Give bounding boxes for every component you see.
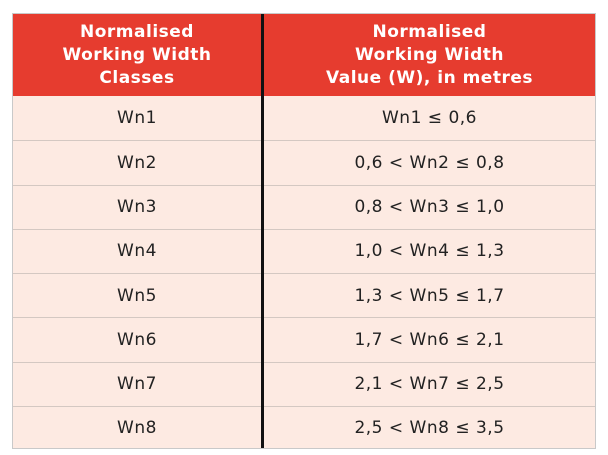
table-row: Wn5 1,3 < Wn5 ≤ 1,7 — [13, 273, 595, 317]
header-cell: Normalised Working Width Classes — [13, 14, 261, 96]
header-text: Working Width — [62, 44, 212, 65]
header-text: Working Width — [354, 44, 504, 65]
table-cell: 1,0 < Wn4 ≤ 1,3 — [354, 241, 505, 262]
table-cell: Wn6 — [117, 329, 157, 350]
table-row: Wn3 0,8 < Wn3 ≤ 1,0 — [13, 184, 595, 229]
table-cell: 2,5 < Wn8 ≤ 3,5 — [354, 418, 505, 439]
header-text: Normalised — [372, 21, 487, 42]
table-row: Wn6 1,7 < Wn6 ≤ 2,1 — [13, 317, 595, 361]
table-cell: Wn5 — [117, 285, 157, 306]
table-header: Normalised Working Width Classes Normalised… — [13, 14, 595, 96]
table-cell: Wn2 — [117, 152, 157, 173]
table-cell: 0,6 < Wn2 ≤ 0,8 — [354, 152, 505, 173]
column-divider — [261, 14, 264, 448]
table-cell: Wn7 — [117, 374, 157, 395]
table-row: Wn7 2,1 < Wn7 ≤ 2,5 — [13, 361, 595, 406]
header-text: Classes — [99, 67, 175, 88]
table-cell: 2,1 < Wn7 ≤ 2,5 — [354, 374, 505, 395]
table-row: Wn8 2,5 < Wn8 ≤ 3,5 — [13, 405, 595, 450]
table-cell: Wn8 — [117, 418, 157, 439]
table-row: Wn2 0,6 < Wn2 ≤ 0,8 — [13, 140, 595, 184]
header-text: Value (W), in metres — [326, 67, 533, 88]
header-text: Normalised — [80, 21, 194, 42]
header-cell: Normalised Working Width Value (W), in met… — [264, 14, 595, 96]
table-cell: 1,3 < Wn5 ≤ 1,7 — [354, 285, 505, 306]
table-row: Wn4 1,0 < Wn4 ≤ 1,3 — [13, 228, 595, 273]
table-cell: Wn3 — [117, 197, 157, 218]
table-cell: Wn1 — [117, 108, 157, 129]
table-cell: 1,7 < Wn6 ≤ 2,1 — [354, 329, 505, 350]
table: Normalised Working Width Classes Normalised… — [12, 13, 596, 449]
table-row: Wn1 Wn1 ≤ 0,6 — [13, 96, 595, 140]
table-cell: Wn4 — [117, 241, 157, 262]
table-cell: Wn1 ≤ 0,6 — [382, 108, 477, 129]
table-cell: 0,8 < Wn3 ≤ 1,0 — [354, 197, 505, 218]
